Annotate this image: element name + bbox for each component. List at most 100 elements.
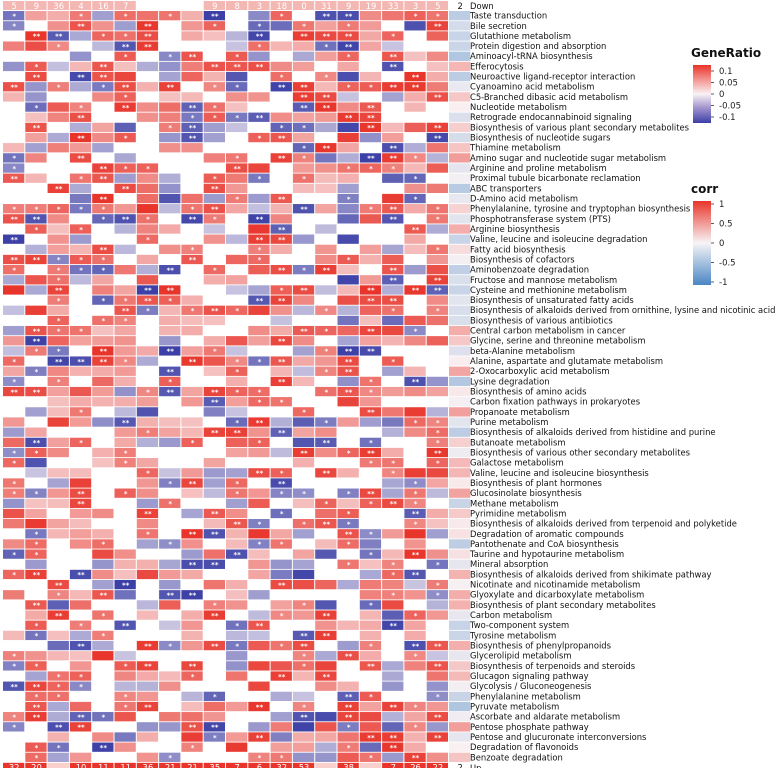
significance-mark: ** (345, 43, 353, 51)
heatmap-cell (248, 224, 270, 234)
heatmap-cell (159, 71, 181, 82)
heatmap-cell (203, 732, 225, 742)
significance-mark: ** (77, 724, 85, 732)
heatmap-cell (248, 539, 270, 549)
significance-mark: * (280, 398, 284, 406)
significance-mark: * (235, 490, 239, 498)
heatmap-cell (203, 712, 225, 722)
up-count-value: 6 (257, 763, 262, 768)
significance-mark: * (235, 358, 239, 366)
heatmap-cell (181, 569, 203, 580)
heatmap-cell (181, 722, 203, 732)
heatmap-cell (25, 366, 47, 376)
heatmap-cell (69, 407, 92, 417)
heatmap-cell (292, 173, 315, 183)
heatmap-cell (159, 336, 181, 346)
heatmap-cell (25, 173, 47, 183)
up-count-value: 32 (276, 763, 287, 768)
significance-mark: ** (33, 33, 41, 41)
heatmap-cell (92, 417, 114, 427)
heatmap-cell (337, 620, 359, 630)
heatmap-cell (136, 661, 159, 671)
heatmap-cell (136, 214, 159, 224)
heatmap-cell (248, 51, 270, 61)
heatmap-cell (270, 61, 292, 72)
heatmap-cell (92, 285, 114, 295)
heatmap-cell (114, 397, 136, 407)
heatmap-cell (114, 742, 136, 752)
significance-mark: * (12, 165, 16, 173)
heatmap-cell (248, 620, 270, 630)
heatmap-cell (92, 275, 114, 285)
heatmap-cell (47, 651, 69, 661)
up-count-cell (25, 762, 47, 768)
heatmap-cell (92, 397, 114, 407)
heatmap-cell (114, 437, 136, 448)
significance-mark: * (79, 12, 83, 20)
significance-mark: * (35, 104, 39, 112)
heatmap-cell (382, 305, 404, 315)
heatmap-cell (248, 417, 270, 427)
heatmap-cell (270, 640, 292, 651)
significance-mark: * (436, 693, 440, 701)
down-count-value: 5 (11, 1, 16, 11)
significance-mark: * (235, 368, 239, 376)
significance-mark: * (35, 348, 39, 356)
heatmap-cell (159, 478, 181, 488)
up-count-value: 22 (433, 763, 444, 768)
heatmap-cell (136, 31, 159, 41)
significance-mark: ** (144, 642, 152, 650)
down-count-value: 3 (413, 1, 418, 11)
heatmap-cell (69, 651, 92, 661)
heatmap-cell (159, 193, 181, 204)
heatmap-cell (25, 153, 47, 163)
heatmap-cell (248, 681, 270, 691)
heatmap-cell (69, 630, 92, 641)
significance-mark: ** (33, 683, 41, 691)
heatmap-cell (248, 11, 270, 21)
significance-mark: ** (390, 744, 398, 752)
significance-mark: * (168, 12, 172, 20)
heatmap-cell (359, 590, 382, 600)
corr-cell (449, 610, 471, 620)
heatmap-cell (292, 701, 315, 712)
heatmap-cell (404, 163, 426, 173)
heatmap-cell (47, 254, 69, 265)
significance-mark: * (302, 652, 306, 660)
heatmap-cell (181, 590, 203, 600)
significance-mark: ** (10, 388, 18, 396)
heatmap-cell (426, 82, 448, 92)
row-label: Taurine and hypotaurine metabolism (469, 549, 624, 559)
significance-mark: ** (434, 663, 442, 671)
heatmap-cell (359, 701, 382, 712)
heatmap-cell (404, 21, 426, 31)
significance-mark: * (280, 73, 284, 81)
significance-mark: ** (167, 592, 175, 600)
heatmap-cell (404, 742, 426, 752)
heatmap-cell (382, 366, 404, 376)
up-count-value: 11 (120, 763, 131, 768)
significance-mark: ** (367, 348, 375, 356)
corr-cell (449, 254, 471, 265)
heatmap-cell (292, 559, 315, 569)
significance-mark: ** (434, 94, 442, 102)
heatmap-cell (3, 92, 25, 102)
heatmap-cell (226, 173, 248, 183)
row-label: Glycine, serine and threonine metabolism (470, 336, 646, 346)
heatmap-cell (270, 82, 292, 92)
heatmap-cell (248, 549, 270, 559)
significance-mark: * (325, 500, 329, 508)
heatmap-cell (226, 386, 248, 397)
heatmap-cell (359, 71, 382, 82)
heatmap-cell (47, 356, 69, 366)
down-count-cell (404, 1, 426, 10)
heatmap-cell (248, 234, 270, 244)
heatmap-cell (136, 41, 159, 51)
heatmap-cell (181, 204, 203, 214)
heatmap-cell (25, 651, 47, 661)
heatmap-cell (270, 41, 292, 51)
heatmap-cell (359, 640, 382, 651)
heatmap-cell (337, 651, 359, 661)
heatmap-cell (25, 305, 47, 315)
significance-mark: * (302, 23, 306, 31)
